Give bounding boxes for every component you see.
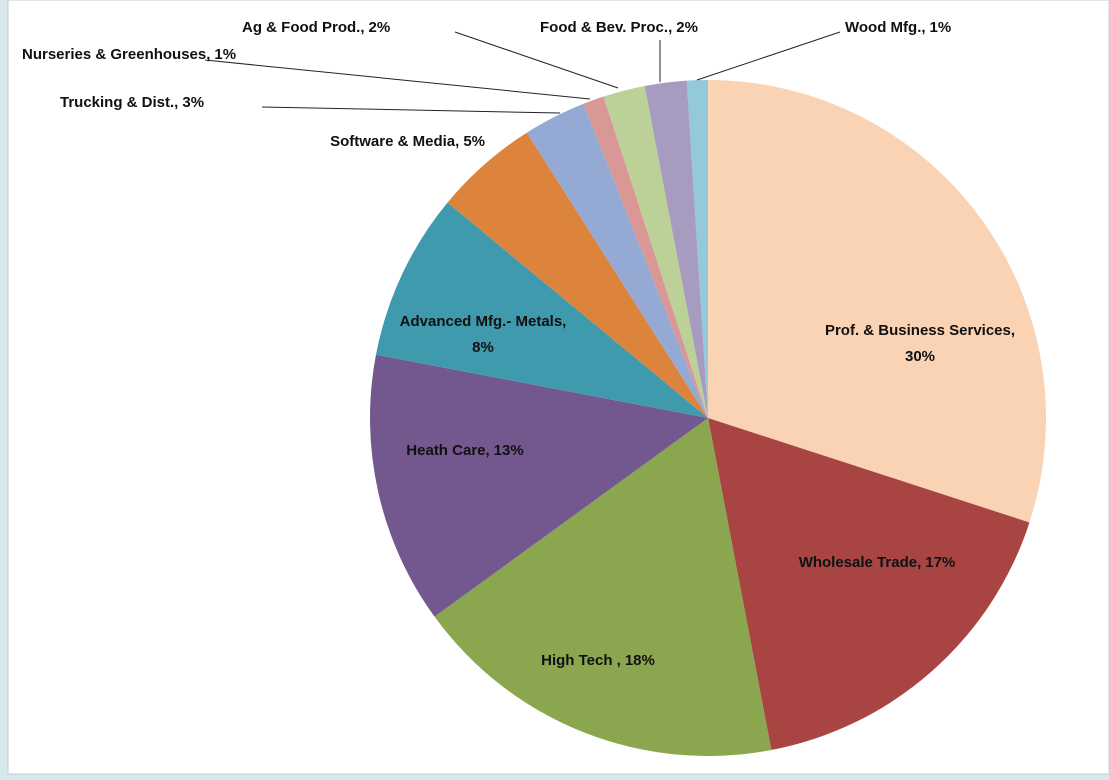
data-label: Heath Care, 13% xyxy=(406,442,523,459)
label-value: 2% xyxy=(676,19,698,36)
pie-slice xyxy=(708,80,1046,523)
label-category: Trucking & Dist., xyxy=(60,94,178,111)
label-value: 5% xyxy=(463,133,485,150)
label-category: Food & Bev. Proc., xyxy=(540,19,672,36)
pie-slice xyxy=(644,80,708,419)
data-label: Trucking & Dist., 3% xyxy=(60,94,204,111)
pie-slice xyxy=(583,96,708,418)
leader-line xyxy=(454,31,619,89)
label-category: Nurseries & Greenhouses, xyxy=(22,46,210,63)
label-category: High Tech , xyxy=(541,652,621,669)
data-label: Prof. & Business Services, 30% xyxy=(825,322,1015,365)
data-label: Wholesale Trade, 17% xyxy=(799,554,956,571)
pie-slice xyxy=(708,418,1030,751)
data-label: High Tech , 18% xyxy=(541,652,655,669)
data-label: Wood Mfg., 1% xyxy=(845,19,951,36)
pie-slice xyxy=(370,354,708,617)
label-category: Ag & Food Prod., xyxy=(242,19,364,36)
data-label: Nurseries & Greenhouses, 1% xyxy=(22,46,236,63)
label-value: 1% xyxy=(930,19,952,36)
leader-line xyxy=(204,59,591,100)
label-value: 8% xyxy=(472,339,494,356)
label-value: 1% xyxy=(214,46,236,63)
label-category: Wood Mfg., xyxy=(845,19,926,36)
label-value: 3% xyxy=(182,94,204,111)
label-category: Prof. & Business Services, xyxy=(825,322,1015,339)
data-label: Advanced Mfg.- Metals, 8% xyxy=(400,313,567,356)
label-category: Heath Care, xyxy=(406,442,489,459)
label-value: 2% xyxy=(368,19,390,36)
leader-line xyxy=(261,106,561,114)
label-value: 17% xyxy=(925,554,955,571)
leader-line xyxy=(696,31,841,81)
label-category: Software & Media, xyxy=(330,133,459,150)
data-label: Food & Bev. Proc., 2% xyxy=(540,19,698,36)
data-label: Software & Media, 5% xyxy=(330,133,485,150)
label-value: 30% xyxy=(905,348,935,365)
label-value: 13% xyxy=(494,442,524,459)
pie-slice xyxy=(447,132,708,418)
label-value: 18% xyxy=(625,652,655,669)
pie-slice xyxy=(375,202,708,418)
label-category: Wholesale Trade, xyxy=(799,554,922,571)
pie-slice xyxy=(526,103,708,419)
pie-slice xyxy=(434,418,772,756)
data-label: Ag & Food Prod., 2% xyxy=(242,19,390,36)
label-category: Advanced Mfg.- Metals, xyxy=(400,313,567,330)
pie-slice xyxy=(603,85,708,418)
pie-slice xyxy=(686,80,708,418)
